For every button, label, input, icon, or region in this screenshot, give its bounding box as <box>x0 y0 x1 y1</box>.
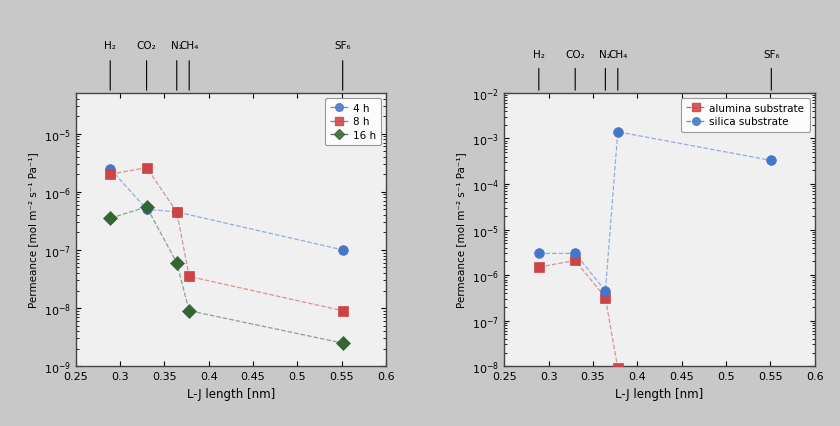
Text: CO₂: CO₂ <box>137 41 156 51</box>
Y-axis label: Permeance [mol m⁻² s⁻¹ Pa⁻¹]: Permeance [mol m⁻² s⁻¹ Pa⁻¹] <box>28 153 38 308</box>
Text: CH₄: CH₄ <box>180 41 199 51</box>
Text: CH₄: CH₄ <box>608 50 627 60</box>
Text: N₂: N₂ <box>600 50 612 60</box>
Text: CO₂: CO₂ <box>565 50 585 60</box>
Legend: alumina substrate, silica substrate: alumina substrate, silica substrate <box>681 99 810 132</box>
X-axis label: L-J length [nm]: L-J length [nm] <box>616 387 704 400</box>
Text: SF₆: SF₆ <box>334 41 351 51</box>
X-axis label: L-J length [nm]: L-J length [nm] <box>186 387 275 400</box>
Text: SF₆: SF₆ <box>763 50 780 60</box>
Legend: 4 h, 8 h, 16 h: 4 h, 8 h, 16 h <box>324 99 381 145</box>
Text: N₂: N₂ <box>171 41 183 51</box>
Text: H₂: H₂ <box>533 50 545 60</box>
Y-axis label: Permeance [mol m⁻² s⁻¹ Pa⁻¹]: Permeance [mol m⁻² s⁻¹ Pa⁻¹] <box>456 153 466 308</box>
Text: H₂: H₂ <box>104 41 116 51</box>
